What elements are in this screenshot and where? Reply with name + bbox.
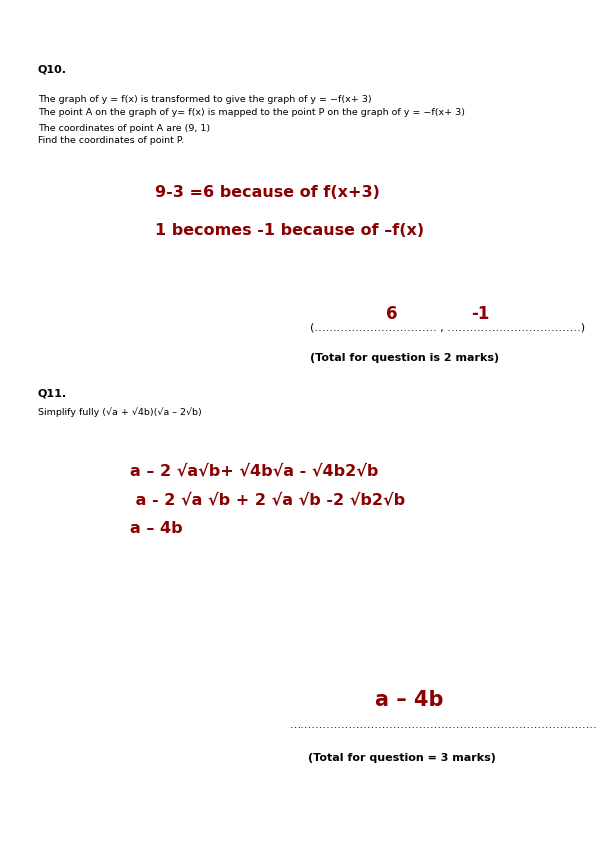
Text: (Total for question is 2 marks): (Total for question is 2 marks) bbox=[310, 353, 499, 363]
Text: Simplify fully (√a + √4b)(√a – 2√b): Simplify fully (√a + √4b)(√a – 2√b) bbox=[38, 407, 202, 417]
Text: Find the coordinates of point P.: Find the coordinates of point P. bbox=[38, 136, 184, 145]
Text: 9-3 =6 because of f(x+3): 9-3 =6 because of f(x+3) bbox=[155, 185, 380, 200]
Text: a – 4b: a – 4b bbox=[130, 521, 182, 536]
Text: (Total for question = 3 marks): (Total for question = 3 marks) bbox=[308, 753, 496, 763]
Text: 1 becomes -1 because of –f(x): 1 becomes -1 because of –f(x) bbox=[155, 223, 424, 238]
Text: The graph of y = f(x) is transformed to give the graph of y = −f(x+ 3): The graph of y = f(x) is transformed to … bbox=[38, 95, 372, 104]
Text: a – 4b: a – 4b bbox=[375, 690, 443, 710]
Text: a – 2 √a√b+ √4b√a - √4b2√b: a – 2 √a√b+ √4b√a - √4b2√b bbox=[130, 463, 378, 478]
Text: The coordinates of point A are (9, 1): The coordinates of point A are (9, 1) bbox=[38, 124, 210, 133]
Text: Q10.: Q10. bbox=[38, 65, 67, 75]
Text: The point A on the graph of y= f(x) is mapped to the point P on the graph of y =: The point A on the graph of y= f(x) is m… bbox=[38, 108, 465, 117]
Text: ………………………………………………………………………………………: ……………………………………………………………………………………… bbox=[290, 720, 596, 730]
Text: Q11.: Q11. bbox=[38, 388, 67, 398]
Text: (…………………………… , ………………………………): (…………………………… , ………………………………) bbox=[310, 323, 585, 333]
Text: a - 2 √a √b + 2 √a √b -2 √b2√b: a - 2 √a √b + 2 √a √b -2 √b2√b bbox=[130, 492, 405, 507]
Text: 6: 6 bbox=[386, 305, 398, 323]
Text: -1: -1 bbox=[471, 305, 489, 323]
